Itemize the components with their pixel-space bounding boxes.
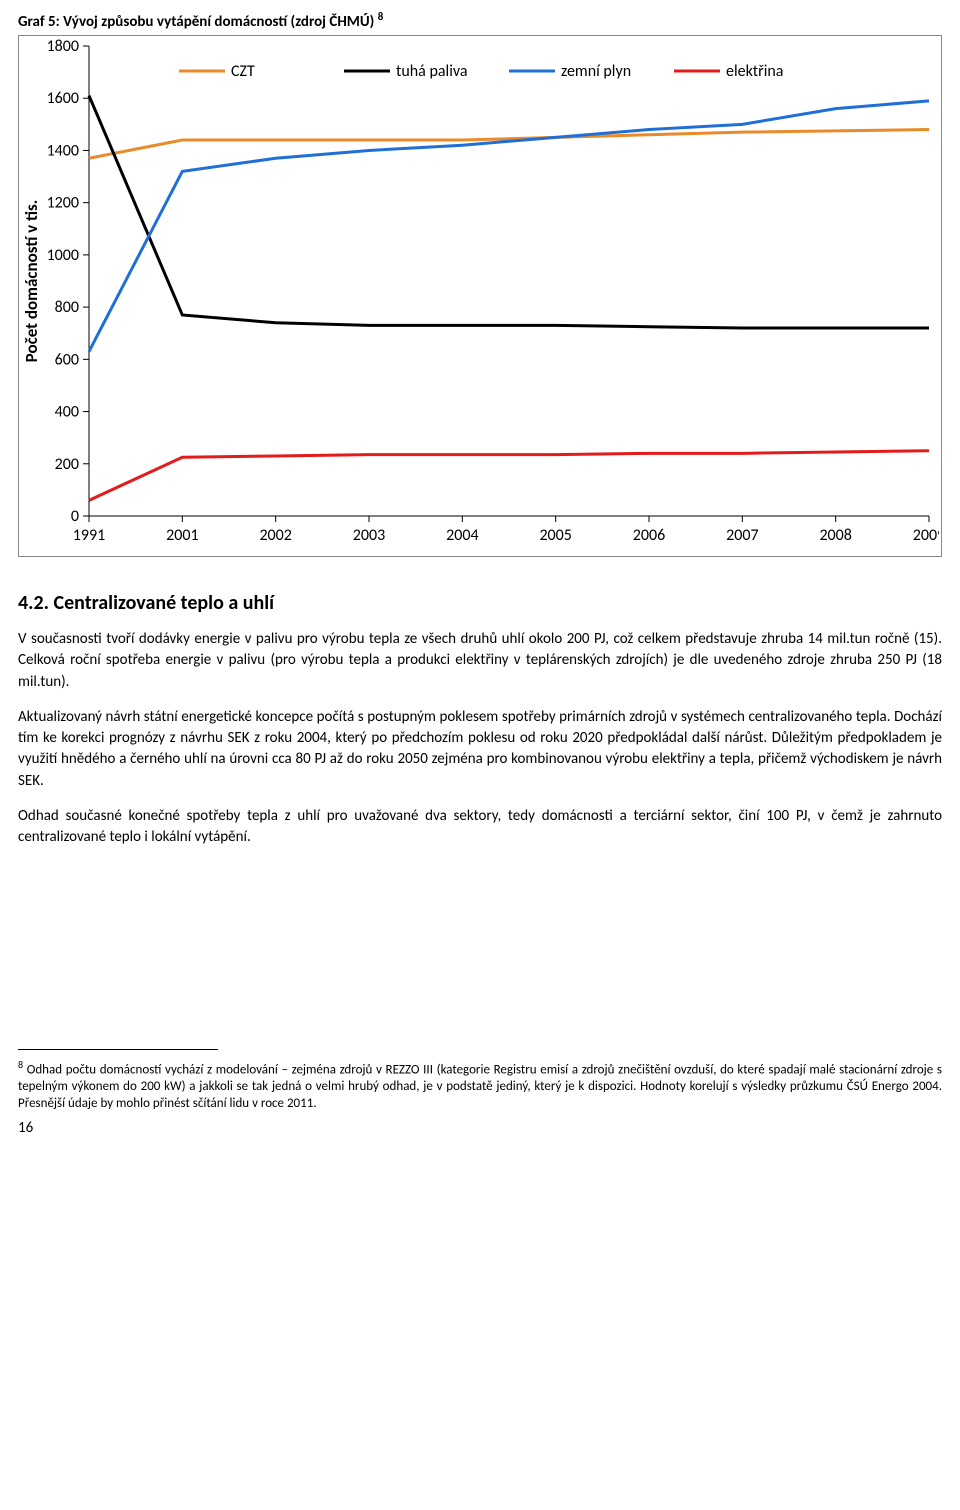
svg-text:2002: 2002 bbox=[259, 526, 291, 545]
svg-text:Počet domácností v tis.: Počet domácností v tis. bbox=[21, 200, 42, 363]
svg-text:2001: 2001 bbox=[166, 526, 198, 545]
svg-text:CZT: CZT bbox=[231, 62, 255, 81]
svg-text:zemní plyn: zemní plyn bbox=[561, 62, 631, 81]
svg-text:2009: 2009 bbox=[913, 526, 939, 545]
chart-container: 0 200 400 600 800 1000 1200 1400 1600 1800 1991 200… bbox=[18, 35, 942, 557]
svg-text:600: 600 bbox=[55, 350, 79, 369]
paragraph-1: V současnosti tvoří dodávky energie v pa… bbox=[18, 629, 942, 693]
svg-text:tuhá paliva: tuhá paliva bbox=[396, 62, 468, 81]
section-title: Centralizované teplo a uhlí bbox=[54, 591, 275, 615]
chart-caption-sup: 8 bbox=[378, 10, 384, 23]
svg-text:2008: 2008 bbox=[819, 526, 851, 545]
svg-text:400: 400 bbox=[55, 403, 79, 422]
line-chart: 0 200 400 600 800 1000 1200 1400 1600 1800 1991 200… bbox=[19, 36, 939, 556]
svg-text:2003: 2003 bbox=[353, 526, 385, 545]
page-number: 16 bbox=[18, 1119, 942, 1137]
svg-text:1400: 1400 bbox=[47, 141, 79, 160]
section-heading: 4.2. Centralizované teplo a uhlí bbox=[18, 591, 942, 615]
svg-text:2005: 2005 bbox=[539, 526, 571, 545]
paragraph-2: Aktualizovaný návrh státní energetické k… bbox=[18, 707, 942, 792]
section-number: 4.2. bbox=[18, 591, 49, 615]
svg-text:800: 800 bbox=[55, 298, 79, 317]
svg-text:elektřina: elektřina bbox=[726, 62, 783, 81]
svg-text:1600: 1600 bbox=[47, 89, 79, 108]
chart-caption: Graf 5: Vývoj způsobu vytápění domácnost… bbox=[18, 10, 942, 31]
svg-text:0: 0 bbox=[71, 507, 79, 526]
svg-text:1200: 1200 bbox=[47, 194, 79, 213]
footnote-number: 8 bbox=[18, 1058, 23, 1071]
svg-text:2004: 2004 bbox=[446, 526, 478, 545]
svg-text:2006: 2006 bbox=[633, 526, 665, 545]
footnote-separator bbox=[18, 1049, 218, 1050]
svg-text:1991: 1991 bbox=[73, 526, 105, 545]
footnote-8: 8 Odhad počtu domácností vychází z model… bbox=[18, 1058, 942, 1113]
svg-text:200: 200 bbox=[55, 455, 79, 474]
paragraph-3: Odhad současné konečné spotřeby tepla z … bbox=[18, 806, 942, 849]
svg-text:1800: 1800 bbox=[47, 37, 79, 56]
svg-text:1000: 1000 bbox=[47, 246, 79, 265]
chart-caption-text: Graf 5: Vývoj způsobu vytápění domácnost… bbox=[18, 13, 374, 31]
footnote-text: Odhad počtu domácností vychází z modelov… bbox=[18, 1062, 942, 1111]
svg-text:2007: 2007 bbox=[726, 526, 758, 545]
